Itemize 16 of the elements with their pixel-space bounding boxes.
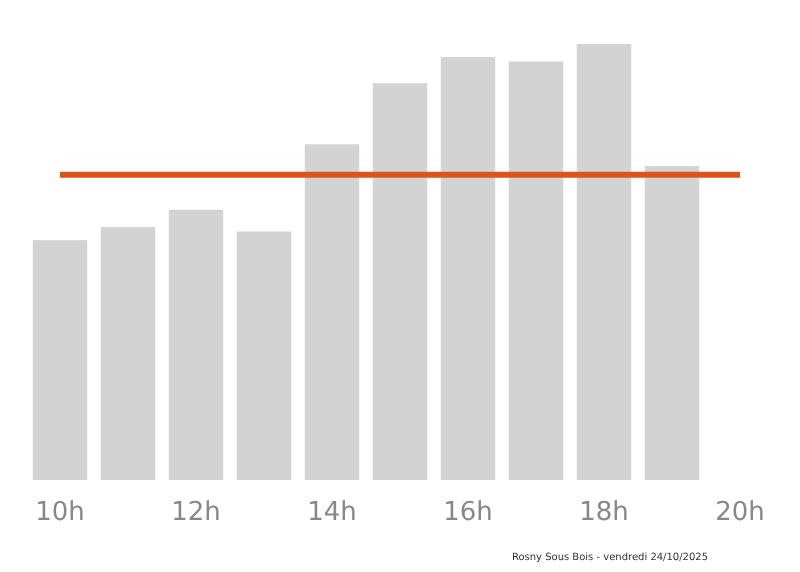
bar	[440, 57, 496, 480]
bar	[576, 44, 632, 480]
x-tick-label: 20h	[715, 498, 765, 528]
x-tick-label: 14h	[307, 498, 357, 528]
bar	[168, 209, 224, 480]
bar	[508, 61, 564, 480]
x-tick-label: 10h	[35, 498, 85, 528]
bar	[236, 231, 292, 480]
bar	[644, 166, 700, 480]
x-tick-label: 16h	[443, 498, 493, 528]
bar	[100, 227, 156, 480]
bar	[304, 144, 360, 480]
x-tick-label: 12h	[171, 498, 221, 528]
x-tick-label: 18h	[579, 498, 629, 528]
bar	[372, 83, 428, 480]
bar	[32, 240, 88, 480]
